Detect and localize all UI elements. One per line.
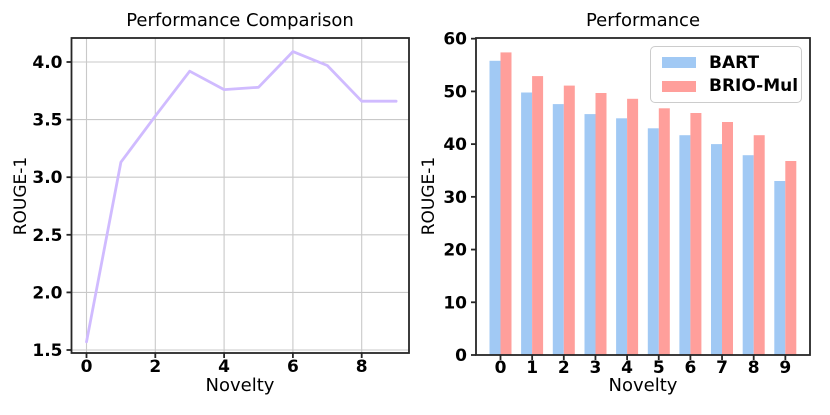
legend-label-brio-mul: BRIO-Mul <box>709 76 799 97</box>
brio-mul-bars <box>500 52 797 356</box>
legend-item-brio-mul: BRIO-Mul <box>662 76 798 96</box>
legend-label-bart: BART <box>709 52 760 73</box>
bart-color-swatch <box>662 57 696 69</box>
line-chart-grid <box>71 38 409 353</box>
bar-chart-ylabel: ROUGE-1 <box>419 156 439 236</box>
svg-text:6: 6 <box>287 357 299 377</box>
svg-text:10: 10 <box>443 293 467 313</box>
svg-text:30: 30 <box>443 188 467 208</box>
legend: BART BRIO-Mul <box>650 46 802 103</box>
svg-text:0: 0 <box>81 357 93 377</box>
line-chart-ylabel: ROUGE-1 <box>11 156 31 236</box>
bar-chart-xlabel: Novelty <box>608 375 678 396</box>
line-chart-ticks <box>66 61 363 358</box>
bart-bars <box>489 60 786 356</box>
bar-chart-ticks <box>471 37 787 360</box>
bar <box>658 108 670 355</box>
bar <box>500 52 512 356</box>
bar <box>489 60 501 356</box>
svg-text:2.5: 2.5 <box>32 226 62 246</box>
bar <box>521 92 533 355</box>
line-chart-xlabel: Novelty <box>205 375 275 396</box>
svg-text:1: 1 <box>526 358 538 378</box>
line-chart: 0 2 4 6 8 1.5 2.0 2.5 3.0 3.5 4.0 <box>32 37 410 377</box>
bar <box>711 144 722 355</box>
bar <box>627 98 639 356</box>
svg-text:2: 2 <box>558 358 570 378</box>
line-series <box>85 50 398 344</box>
svg-text:8: 8 <box>748 358 760 378</box>
bar <box>616 118 628 355</box>
svg-text:50: 50 <box>443 82 467 102</box>
line-chart-tick-labels: 0 2 4 6 8 1.5 2.0 2.5 3.0 3.5 4.0 <box>32 53 367 377</box>
svg-text:1.5: 1.5 <box>32 341 62 361</box>
svg-text:0: 0 <box>455 346 467 366</box>
bar <box>679 135 691 355</box>
bar <box>753 135 765 355</box>
legend-item-bart: BART <box>662 53 790 73</box>
svg-text:5: 5 <box>653 358 665 378</box>
svg-text:6: 6 <box>684 358 696 378</box>
bar <box>647 128 659 355</box>
bar <box>563 85 575 355</box>
bar <box>722 122 733 355</box>
bar <box>584 114 596 355</box>
svg-text:3.5: 3.5 <box>32 111 62 131</box>
svg-text:60: 60 <box>443 30 467 50</box>
bar <box>532 76 544 355</box>
svg-text:3.0: 3.0 <box>32 168 62 188</box>
line-chart-title: Performance Comparison <box>126 10 354 31</box>
svg-text:8: 8 <box>356 357 368 377</box>
svg-text:7: 7 <box>716 358 728 378</box>
bar <box>774 181 786 355</box>
line-chart-spines <box>70 37 410 354</box>
bar <box>742 155 754 355</box>
svg-text:40: 40 <box>443 135 467 155</box>
svg-text:4.0: 4.0 <box>32 53 62 73</box>
svg-text:2: 2 <box>149 357 161 377</box>
bar-chart-title: Performance <box>585 10 701 31</box>
svg-text:4: 4 <box>218 357 230 377</box>
bar <box>552 104 564 355</box>
svg-text:3: 3 <box>590 358 602 378</box>
svg-text:20: 20 <box>443 241 467 261</box>
bar <box>690 113 702 355</box>
svg-text:2.0: 2.0 <box>32 283 62 303</box>
brio-mul-color-swatch <box>662 80 696 92</box>
svg-text:4: 4 <box>621 358 633 378</box>
svg-text:9: 9 <box>779 358 791 378</box>
bar <box>595 93 607 355</box>
svg-text:0: 0 <box>495 358 507 378</box>
bar <box>785 161 797 355</box>
